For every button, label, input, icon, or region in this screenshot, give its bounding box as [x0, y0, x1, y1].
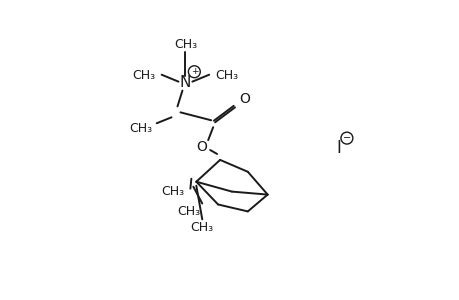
Text: N: N — [179, 75, 190, 90]
Text: +: + — [190, 67, 198, 76]
Text: CH₃: CH₃ — [190, 221, 213, 234]
Text: CH₃: CH₃ — [132, 69, 155, 82]
Text: CH₃: CH₃ — [129, 122, 152, 135]
Text: CH₃: CH₃ — [176, 205, 200, 218]
Text: O: O — [196, 140, 206, 154]
Text: CH₃: CH₃ — [161, 185, 184, 198]
Text: I: I — [336, 139, 341, 157]
Text: CH₃: CH₃ — [215, 69, 238, 82]
Text: CH₃: CH₃ — [174, 38, 196, 52]
Text: O: O — [239, 92, 250, 106]
Text: −: − — [342, 133, 350, 143]
